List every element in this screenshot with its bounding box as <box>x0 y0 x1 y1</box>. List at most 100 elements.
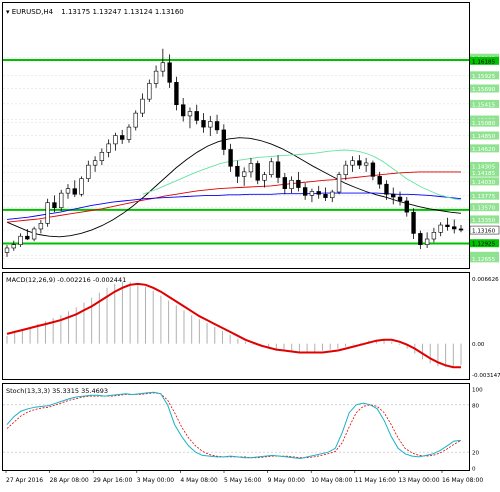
price-label-box <box>470 215 499 224</box>
price-tick-label: 1.13570 <box>472 206 496 212</box>
candle <box>174 76 179 111</box>
candle <box>363 157 369 172</box>
price-tick-label: 1.14620 <box>472 147 496 153</box>
candle <box>120 129 125 144</box>
candle <box>377 171 382 189</box>
time-axis: 27 Apr 2016 28 Apr 08:00 29 Apr 16:00 3 May… <box>5 470 483 484</box>
candle-body <box>255 163 260 181</box>
time-tick-label: 13 May 00:00 <box>398 477 439 484</box>
price-label-box <box>470 177 499 186</box>
candle <box>255 160 260 185</box>
candle <box>79 176 84 197</box>
candle-body <box>431 232 437 240</box>
candle-body <box>86 164 91 179</box>
candle-body <box>391 193 396 198</box>
price-label-box <box>470 118 499 127</box>
candle-body <box>228 149 233 167</box>
candle-body <box>208 121 213 128</box>
candle-body <box>424 238 430 245</box>
time-tick-label: 16 May 08:00 <box>442 477 483 484</box>
chart-menu-icon[interactable]: ▾ <box>6 8 12 16</box>
candle <box>418 230 423 250</box>
candle-body <box>397 196 403 202</box>
price-label-box <box>470 254 499 263</box>
candle <box>106 139 111 158</box>
price-label-box <box>470 161 499 170</box>
candle-body <box>126 126 132 140</box>
time-tick-label: 28 Apr 08:00 <box>50 477 89 484</box>
candlestick-series <box>4 48 464 257</box>
candle <box>269 157 274 178</box>
time-tick-label: 27 Apr 2016 <box>6 477 43 484</box>
candle-body <box>113 135 118 145</box>
candle-body <box>363 162 369 166</box>
price-tick-label: 1.15690 <box>472 87 496 93</box>
candle-body <box>282 177 288 189</box>
candle-body <box>59 192 64 208</box>
symbol-label: EURUSD,H4 <box>12 8 54 16</box>
price-label-box <box>470 144 499 153</box>
candle-body <box>269 161 274 175</box>
price-label-box <box>470 84 499 93</box>
macd-panel-frame <box>2 272 470 380</box>
candle-body <box>180 104 186 117</box>
macd-axis: 0.006626 0.00 -0.003147 <box>472 277 500 379</box>
candle-body <box>11 244 16 249</box>
time-tick-label: 9 May 00:00 <box>268 477 306 484</box>
candle-body <box>275 161 281 178</box>
candle-body <box>153 70 159 84</box>
time-tick-label: 10 May 08:00 <box>311 477 352 484</box>
candle-body <box>404 200 409 213</box>
candle <box>221 124 227 156</box>
candle <box>167 54 172 88</box>
price-label-box <box>470 131 499 140</box>
candle-body <box>370 162 376 177</box>
price-tick-label: 1.15415 <box>472 102 496 108</box>
price-grid <box>3 57 469 259</box>
candle <box>248 157 254 178</box>
candle-body <box>296 179 301 188</box>
candle <box>31 226 37 242</box>
candle-body <box>147 83 152 100</box>
candle-body <box>445 224 450 228</box>
candle <box>316 185 321 199</box>
candle-body <box>418 233 423 245</box>
stoch-axis-label: 100 <box>472 388 483 394</box>
candle <box>214 114 220 134</box>
candle <box>4 245 10 257</box>
candle <box>194 104 199 125</box>
candle-body <box>241 171 247 177</box>
candle-body <box>133 112 138 128</box>
candle <box>391 187 396 205</box>
stochastic-indicator <box>3 391 469 460</box>
candle <box>25 228 30 241</box>
candle-body <box>235 165 240 177</box>
candle-body <box>160 62 166 72</box>
moving-average-green <box>142 149 462 201</box>
candle <box>438 222 443 237</box>
candle-body <box>214 121 220 131</box>
candle-body <box>99 151 105 161</box>
candle-body <box>120 135 125 140</box>
time-tick-label: 3 May 00:00 <box>137 477 175 484</box>
candle <box>357 155 362 170</box>
candle-body <box>167 62 172 83</box>
price-tick-label: 1.14850 <box>472 134 496 140</box>
candle <box>336 171 342 195</box>
candle <box>72 180 77 198</box>
candle-body <box>309 191 315 196</box>
candle-body <box>18 235 23 245</box>
candle <box>201 113 206 133</box>
candle <box>235 160 240 184</box>
price-tick-label: 1.15925 <box>472 74 496 80</box>
price-label-box <box>470 56 499 65</box>
candle-body <box>411 211 416 234</box>
candle-body <box>72 188 77 195</box>
candle <box>289 176 294 194</box>
candle-body <box>289 179 294 189</box>
price-tick-label: 1.13160 <box>472 229 496 235</box>
candle <box>330 189 335 203</box>
candle-body <box>330 191 335 198</box>
